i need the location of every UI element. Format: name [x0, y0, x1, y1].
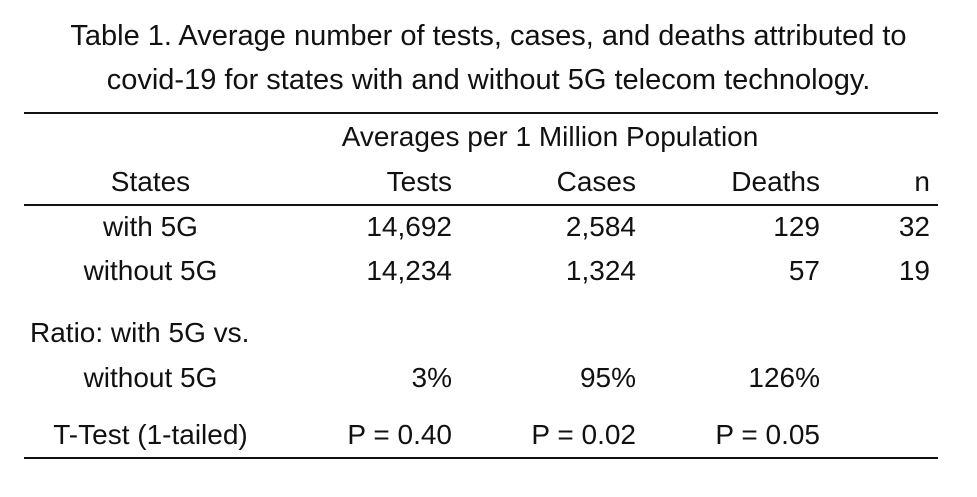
col-header-states: States	[110, 166, 191, 197]
ttest-tests: P = 0.40	[347, 419, 452, 450]
ratio-deaths: 126%	[748, 362, 820, 393]
ttest-deaths: P = 0.05	[715, 419, 820, 450]
cases-value: 2,584	[565, 211, 636, 242]
group-header: Averages per 1 Million Population	[341, 121, 759, 152]
header-rule	[24, 204, 938, 206]
caption-line-1: Table 1. Average number of tests, cases,…	[70, 20, 907, 52]
ratio-cases: 95%	[579, 362, 636, 393]
caption-line-2: covid-19 for states with and without 5G …	[106, 64, 871, 96]
tests-value: 14,692	[366, 211, 452, 242]
ratio-label-line-1: Ratio: with 5G vs.	[30, 317, 250, 348]
ttest-label: T-Test (1-tailed)	[53, 419, 248, 450]
cases-value: 1,324	[565, 255, 636, 286]
ratio-tests: 3%	[411, 362, 452, 393]
ttest-cases: P = 0.02	[531, 419, 636, 450]
ratio-label-line-2: without 5G	[83, 362, 218, 393]
n-value: 19	[898, 255, 930, 286]
col-header-deaths: Deaths	[731, 166, 820, 197]
n-value: 32	[898, 211, 930, 242]
deaths-value: 129	[773, 211, 820, 242]
bottom-rule	[24, 457, 938, 459]
row-label: with 5G	[103, 211, 198, 242]
col-header-cases: Cases	[556, 166, 636, 197]
tests-value: 14,234	[366, 255, 452, 286]
col-header-tests: Tests	[386, 166, 452, 197]
col-header-n: n	[914, 166, 930, 197]
row-label: without 5G	[83, 255, 218, 286]
deaths-value: 57	[788, 255, 820, 286]
top-rule	[24, 112, 938, 114]
